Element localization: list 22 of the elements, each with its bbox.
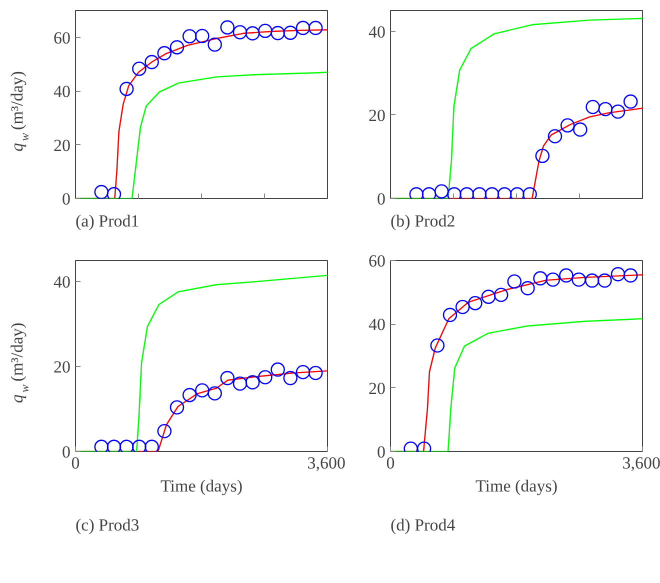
y-tick-label: 0: [62, 190, 70, 208]
x-tick-label: 3,600: [622, 454, 660, 472]
y-tick-label: 40: [368, 22, 386, 42]
y-tick-label: 60: [54, 28, 70, 48]
text: (d) Prod4: [390, 516, 456, 534]
y-tick-label: 40: [54, 82, 70, 102]
y-tick-label: 20: [368, 106, 386, 125]
y-tick-label: 20: [54, 358, 70, 377]
text: (a) Prod1: [76, 212, 140, 230]
y-tick-label: 40: [368, 315, 386, 334]
y-axis-title: qw (m³/day): [8, 71, 32, 152]
y-tick-label: 20: [368, 378, 386, 398]
y-axis-title: qw (m³/day): [8, 322, 32, 403]
y-tick-label: 60: [368, 252, 386, 270]
y-tick-label: 40: [54, 272, 70, 292]
x-axis-title: Time (days): [475, 476, 558, 496]
text: (b) Prod2: [390, 212, 456, 230]
y-tick-label: 0: [377, 190, 386, 208]
text: (c) Prod3: [76, 516, 140, 534]
x-axis-title: Time (days): [160, 476, 243, 496]
x-tick-label: 3,600: [307, 454, 346, 472]
y-tick-label: 20: [54, 136, 70, 155]
